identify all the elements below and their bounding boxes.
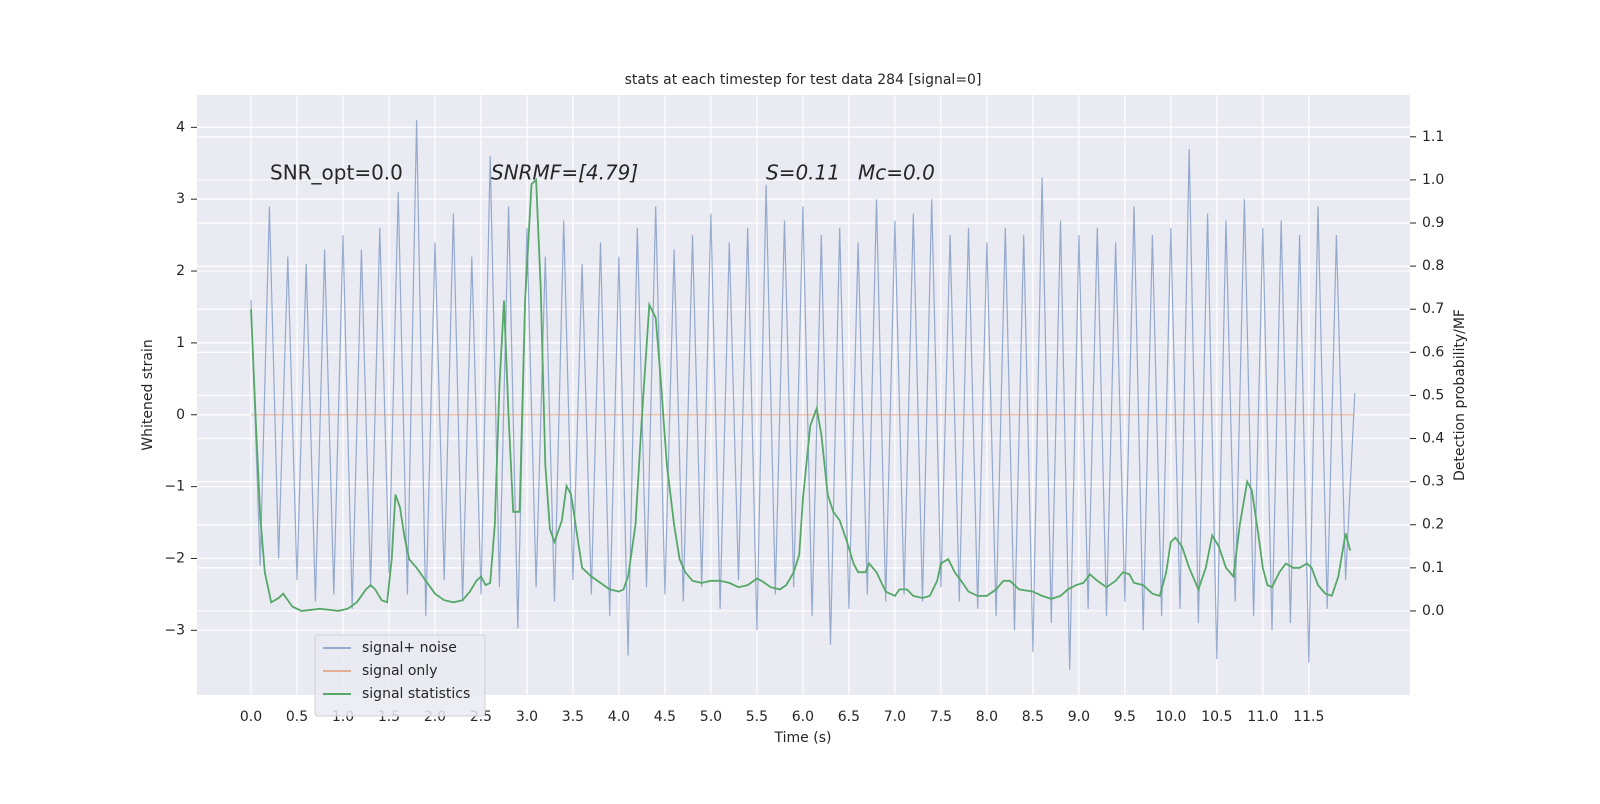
annotation: S=0.11 <box>766 161 840 185</box>
y2-tick-label: 1.0 <box>1422 172 1444 188</box>
x-tick-label: 6.5 <box>838 709 860 725</box>
y-tick-label: −1 <box>164 479 185 495</box>
chart-title: stats at each timestep for test data 284… <box>625 72 982 88</box>
x-tick-label: 7.5 <box>930 709 952 725</box>
y2-tick-label: 0.7 <box>1422 301 1444 317</box>
annotation: SNR_opt=0.0 <box>270 161 403 185</box>
x-tick-label: 8.5 <box>1022 709 1044 725</box>
y2-tick-label: 0.3 <box>1422 474 1444 490</box>
x-tick-label: 10.0 <box>1155 709 1186 725</box>
x-tick-label: 5.0 <box>700 709 722 725</box>
y2-tick-label: 0.5 <box>1422 387 1444 403</box>
y2-tick-label: 0.1 <box>1422 560 1444 576</box>
y-tick-label: −2 <box>164 550 185 566</box>
x-tick-label: 4.0 <box>608 709 630 725</box>
series-line <box>250 120 1356 670</box>
y2-tick-label: 0.0 <box>1422 603 1444 619</box>
x-tick-label: 3.0 <box>516 709 538 725</box>
y-tick-label: 0 <box>176 407 185 423</box>
annotation: Mc=0.0 <box>858 161 935 185</box>
y2-axis-label: Detection probability/MF <box>1452 309 1468 481</box>
x-tick-label: 8.0 <box>976 709 998 725</box>
legend-label: signal only <box>362 663 437 679</box>
x-tick-label: 6.0 <box>792 709 814 725</box>
y2-tick-label: 1.1 <box>1422 129 1444 145</box>
x-tick-label: 11.0 <box>1247 709 1278 725</box>
x-tick-label: 0.0 <box>240 709 262 725</box>
y2-tick-label: 0.4 <box>1422 431 1444 447</box>
labels: 0.0 0.5 1.0 1.5 2.0 2.5 3.0 3.5 4.0 4.5 5.0 5.5 6.0 6… <box>164 119 1444 725</box>
y2-tick-label: 0.6 <box>1422 344 1444 360</box>
y2-tick-label: 0.2 <box>1422 517 1444 533</box>
legend: signal+ noise signal only signal statistic… <box>314 634 486 717</box>
x-tick-label: 3.5 <box>562 709 584 725</box>
legend-label: signal statistics <box>362 686 470 702</box>
y-tick-label: −3 <box>164 622 185 638</box>
x-tick-label: 5.5 <box>746 709 768 725</box>
x-tick-label: 11.5 <box>1293 709 1324 725</box>
legend-label: signal+ noise <box>362 640 457 656</box>
x-tick-label: 7.0 <box>884 709 906 725</box>
annotation: SNRMF=[4.79] <box>491 161 638 185</box>
y2-tick-label: 0.9 <box>1422 215 1444 231</box>
series-line <box>250 177 1352 612</box>
y2-tick-label: 0.8 <box>1422 258 1444 274</box>
marks <box>250 120 1356 670</box>
x-tick-label: 10.5 <box>1201 709 1232 725</box>
x-tick-label: 0.5 <box>286 709 308 725</box>
y-tick-label: 3 <box>176 191 185 207</box>
y-tick-label: 4 <box>176 119 185 135</box>
x-tick-label: 4.5 <box>654 709 676 725</box>
legend-box <box>314 634 486 717</box>
x-tick-label: 9.5 <box>1114 709 1136 725</box>
y-axis-label: Whitened strain <box>140 339 156 450</box>
x-axis-label: Time (s) <box>774 730 832 746</box>
y-tick-label: 1 <box>176 335 185 351</box>
y-tick-label: 2 <box>176 263 185 279</box>
x-tick-label: 9.0 <box>1068 709 1090 725</box>
